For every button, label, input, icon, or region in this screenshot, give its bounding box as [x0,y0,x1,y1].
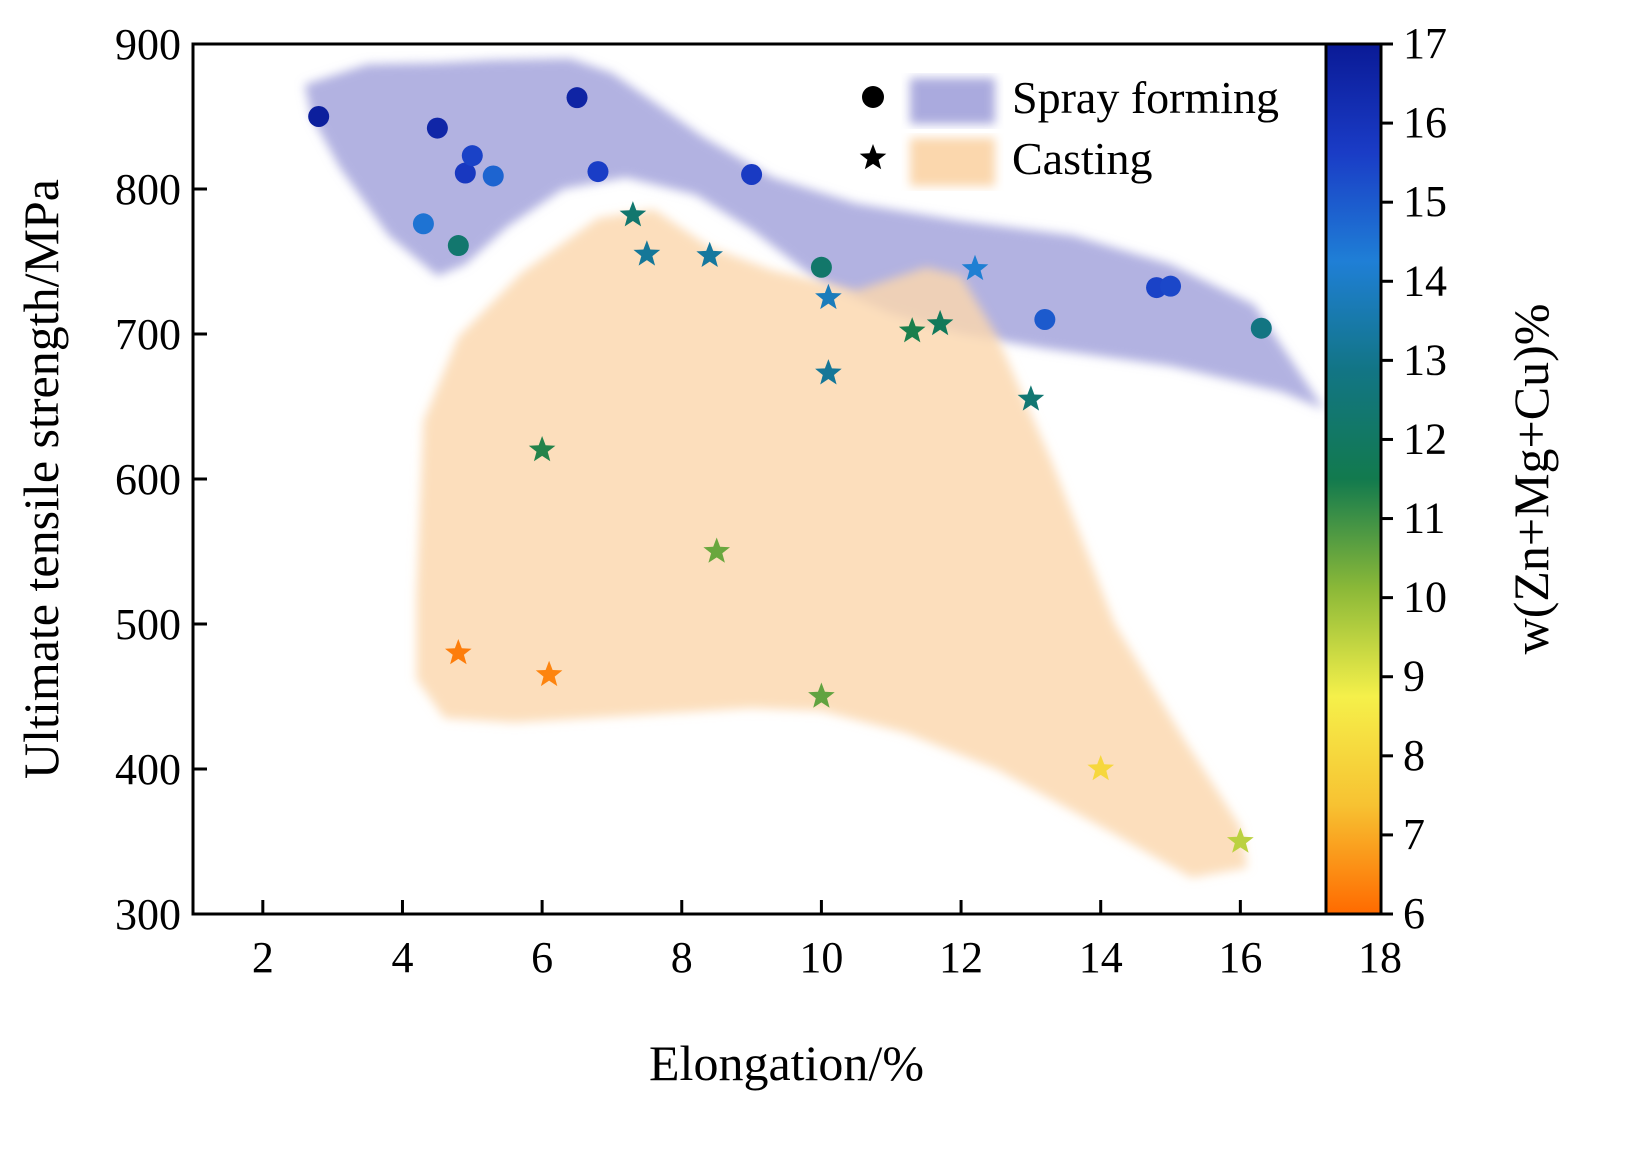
colorbar-tick-label: 13 [1403,335,1447,384]
colorbar-tick-label: 12 [1403,414,1447,463]
x-tick-label: 12 [939,933,983,982]
x-tick-label: 18 [1358,933,1402,982]
casting-point [619,201,647,227]
colorbar-ticks: 6 7 8 9 10 11 12 13 14 15 16 17 [1381,19,1447,938]
x-axis-ticks: 2 4 6 8 10 12 14 16 18 [252,900,1402,982]
spray-forming-point [461,145,483,167]
colorbar-tick-label: 11 [1403,494,1445,543]
spray-forming-point [482,165,504,187]
casting-point [1227,827,1254,853]
x-tick-label: 10 [799,933,843,982]
colorbar [1324,42,1383,916]
y-tick-label: 700 [115,310,181,359]
casting-point [926,309,954,336]
y-tick-label: 900 [115,20,181,69]
spray-forming-point [1250,317,1272,339]
spray-forming-point [810,256,832,278]
x-axis-title: Elongation/% [649,1035,924,1091]
colorbar-tick-label: 9 [1403,652,1425,701]
casting-point [961,254,989,281]
colorbar-tick-label: 15 [1403,177,1447,226]
casting-point [815,359,842,385]
legend-casting-swatch [910,138,995,186]
casting-point [535,660,563,687]
x-tick-label: 8 [671,933,693,982]
x-tick-label: 14 [1079,933,1123,982]
y-axis-ticks: 300 400 500 600 700 800 900 [115,20,207,939]
x-tick-label: 16 [1218,933,1262,982]
marker-layer [308,87,1272,853]
spray-forming-point [1160,275,1182,297]
colorbar-tick-label: 8 [1403,731,1425,780]
x-tick-label: 6 [531,933,553,982]
spray-forming-point [308,106,330,127]
region-layer [304,58,1325,878]
y-tick-label: 300 [115,890,181,939]
casting-point [528,436,556,462]
spray-forming-point [566,87,588,109]
casting-point [1087,755,1114,781]
colorbar-tick-label: 7 [1403,810,1425,859]
casting-point [898,317,926,343]
colorbar-tick-label: 14 [1403,256,1447,305]
y-tick-label: 400 [115,745,181,794]
colorbar-tick-label: 16 [1403,98,1447,147]
spray-forming-region [304,58,1325,410]
legend-spray-label: Spray forming [1012,72,1279,123]
casting-point [808,682,835,708]
legend-spray-swatch [910,78,995,124]
legend-spray-marker [862,86,884,108]
y-tick-label: 600 [115,455,181,504]
casting-point [703,537,730,563]
casting-point [1017,385,1045,411]
casting-region [416,209,1248,878]
legend-casting-marker [859,144,887,170]
legend-casting-label: Casting [1012,133,1153,184]
x-tick-label: 4 [391,933,413,982]
colorbar-tick-label: 6 [1403,889,1425,938]
casting-point [633,240,661,266]
colorbar-title: w(Zn+Mg+Cu)% [1503,304,1559,655]
spray-forming-point [412,213,434,235]
casting-point [696,241,723,267]
spray-forming-point [454,162,476,184]
spray-forming-point [426,117,448,139]
y-axis-title: Ultimate tensile strength/MPa [13,179,69,779]
spray-forming-point [587,161,609,183]
colorbar-tick-label: 17 [1403,19,1447,68]
legend: Spray forming Casting [859,72,1279,186]
y-tick-label: 800 [115,165,181,214]
spray-forming-point [1034,309,1056,330]
colorbar-tick-label: 10 [1403,573,1447,622]
spray-forming-point [741,164,763,185]
x-tick-label: 2 [252,933,274,982]
y-tick-label: 500 [115,600,181,649]
casting-point [445,639,472,665]
casting-point [815,283,842,310]
spray-forming-point [447,235,469,257]
